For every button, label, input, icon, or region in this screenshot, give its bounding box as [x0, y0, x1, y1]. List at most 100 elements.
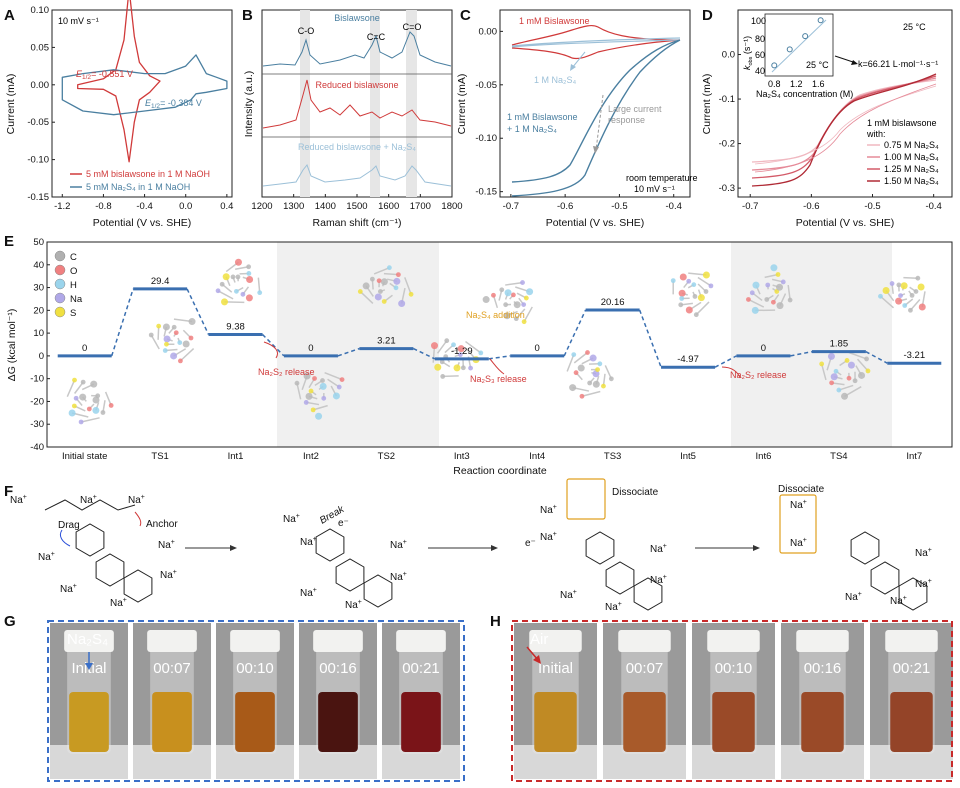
energy-value-label: -3.21 [903, 350, 925, 361]
atom [100, 410, 106, 415]
e-half-red: E1/2= -0.551 V [76, 69, 133, 81]
anchor-arrow [134, 511, 142, 527]
atom [908, 307, 913, 313]
atom [305, 392, 313, 400]
panel-f: F Na+ Na+ Na+Na+Na+Na+Na+Na+Na+Na+Na+Na+Na… [4, 478, 932, 613]
sodium-symbol: Na [10, 495, 23, 506]
atom [339, 377, 345, 382]
sodium-symbol: Na [345, 600, 358, 611]
atom [245, 294, 253, 302]
atom [833, 368, 839, 374]
molecule-sketch [148, 318, 196, 364]
curve-c-bislawsone [511, 24, 681, 60]
atom [108, 403, 114, 408]
sodium-symbol: Na [300, 537, 313, 548]
atom [80, 379, 86, 385]
energy-connector [186, 288, 210, 335]
legend-atom-s [54, 306, 66, 318]
panel-g: G Initial 00:07 00:10 00:16 00:21 Na₂S₄ [4, 613, 465, 782]
vial-cap [64, 630, 114, 652]
inset-fit-line [771, 19, 827, 73]
atom [380, 278, 388, 286]
benzene-ring [335, 558, 365, 592]
e-half-blue: E1/2= -0.384 V [145, 98, 202, 110]
axis-ticks-a: -1.2 -0.8 -0.4 0.0 0.4 0.10 0.05 0.00 -0.05 -0.10… [27, 5, 233, 212]
legend-atom-label: Na [70, 294, 83, 305]
bond [748, 298, 765, 308]
sodium-label: Na+ [915, 578, 932, 590]
atom [691, 282, 697, 288]
label-c-na2s4: 1 M Na₂S₄ [534, 75, 577, 85]
photo-tile: 00:21 [382, 623, 460, 779]
vial-liquid [534, 692, 577, 752]
sodium-label: Na+ [345, 599, 362, 611]
atom [523, 295, 529, 301]
vial-liquid [69, 692, 109, 752]
sodium-label: Na+ [10, 494, 27, 506]
sodium-charge: + [553, 531, 557, 538]
molecule-sketch [294, 371, 345, 420]
legend-atom-label: S [70, 308, 76, 319]
timestamp-label: 00:21 [402, 660, 440, 677]
atom [521, 302, 527, 308]
label-bislawsone: Bislawsone [334, 13, 380, 23]
sodium-symbol: Na [283, 514, 296, 525]
inset-point [817, 17, 824, 24]
sodium-charge: + [663, 543, 667, 550]
atom [521, 319, 527, 325]
timestamp-label: 00:10 [236, 660, 274, 677]
peak-label-cdo: C=O [403, 22, 422, 32]
atom [79, 393, 87, 401]
label-anchor: Anchor [146, 519, 178, 530]
plot-frame-b [261, 9, 453, 198]
sodium-charge: + [123, 597, 127, 604]
atom [381, 299, 387, 304]
atom [78, 419, 84, 425]
atom [918, 303, 926, 311]
polysulfide-chain [44, 499, 136, 511]
atom [589, 354, 597, 362]
x-tick-label: -0.7 [503, 201, 519, 212]
photo-tile: 00:16 [299, 623, 377, 779]
x-tick-label: -0.5 [611, 201, 627, 212]
photo-tile: 00:21 [870, 623, 953, 779]
inset-xlabel: Na₂S₄ concentration (M) [756, 89, 853, 99]
x-tick-label: -0.8 [95, 201, 111, 212]
panel-b: B Bislawsone Reduced bislawsone Reduced … [242, 7, 463, 229]
y-tick-label: 20 [33, 305, 44, 316]
molecule-sketch [670, 271, 714, 318]
vial-cap [529, 630, 582, 652]
atom [510, 292, 516, 298]
sodium-label: Na+ [915, 547, 932, 559]
atom [246, 276, 254, 284]
atom [72, 377, 77, 383]
sodium-symbol: Na [790, 538, 803, 549]
reagent-label-h: Air [530, 631, 548, 648]
atom [234, 258, 242, 266]
sodium-label: Na+ [890, 595, 907, 607]
photo-tile: 00:10 [692, 623, 775, 779]
atom [240, 291, 246, 297]
atom [395, 272, 401, 278]
atom [219, 281, 225, 287]
atom [222, 273, 230, 281]
arrow-c-na2s4 [571, 51, 586, 69]
dissociate-box-2 [779, 494, 817, 554]
arrow-large-current [595, 94, 604, 151]
sodium-charge: + [618, 601, 622, 608]
label-large-current-2: response [608, 115, 645, 125]
energy-connector [110, 288, 134, 357]
atom [460, 365, 466, 371]
energy-connector [790, 350, 813, 357]
atom [173, 330, 179, 336]
atom [230, 274, 236, 280]
bond [150, 334, 160, 350]
atom [896, 282, 902, 288]
sodium-label: Na+ [540, 531, 557, 543]
atom [592, 370, 600, 378]
vial-cap [396, 630, 446, 652]
sodium-charge: + [73, 583, 77, 590]
atom [451, 342, 456, 348]
mechanism-structure-2: Na+Na+Na+Na+Na+Na+ [283, 513, 407, 611]
xlabel-a: Potential (V vs. SHE) [93, 217, 192, 229]
